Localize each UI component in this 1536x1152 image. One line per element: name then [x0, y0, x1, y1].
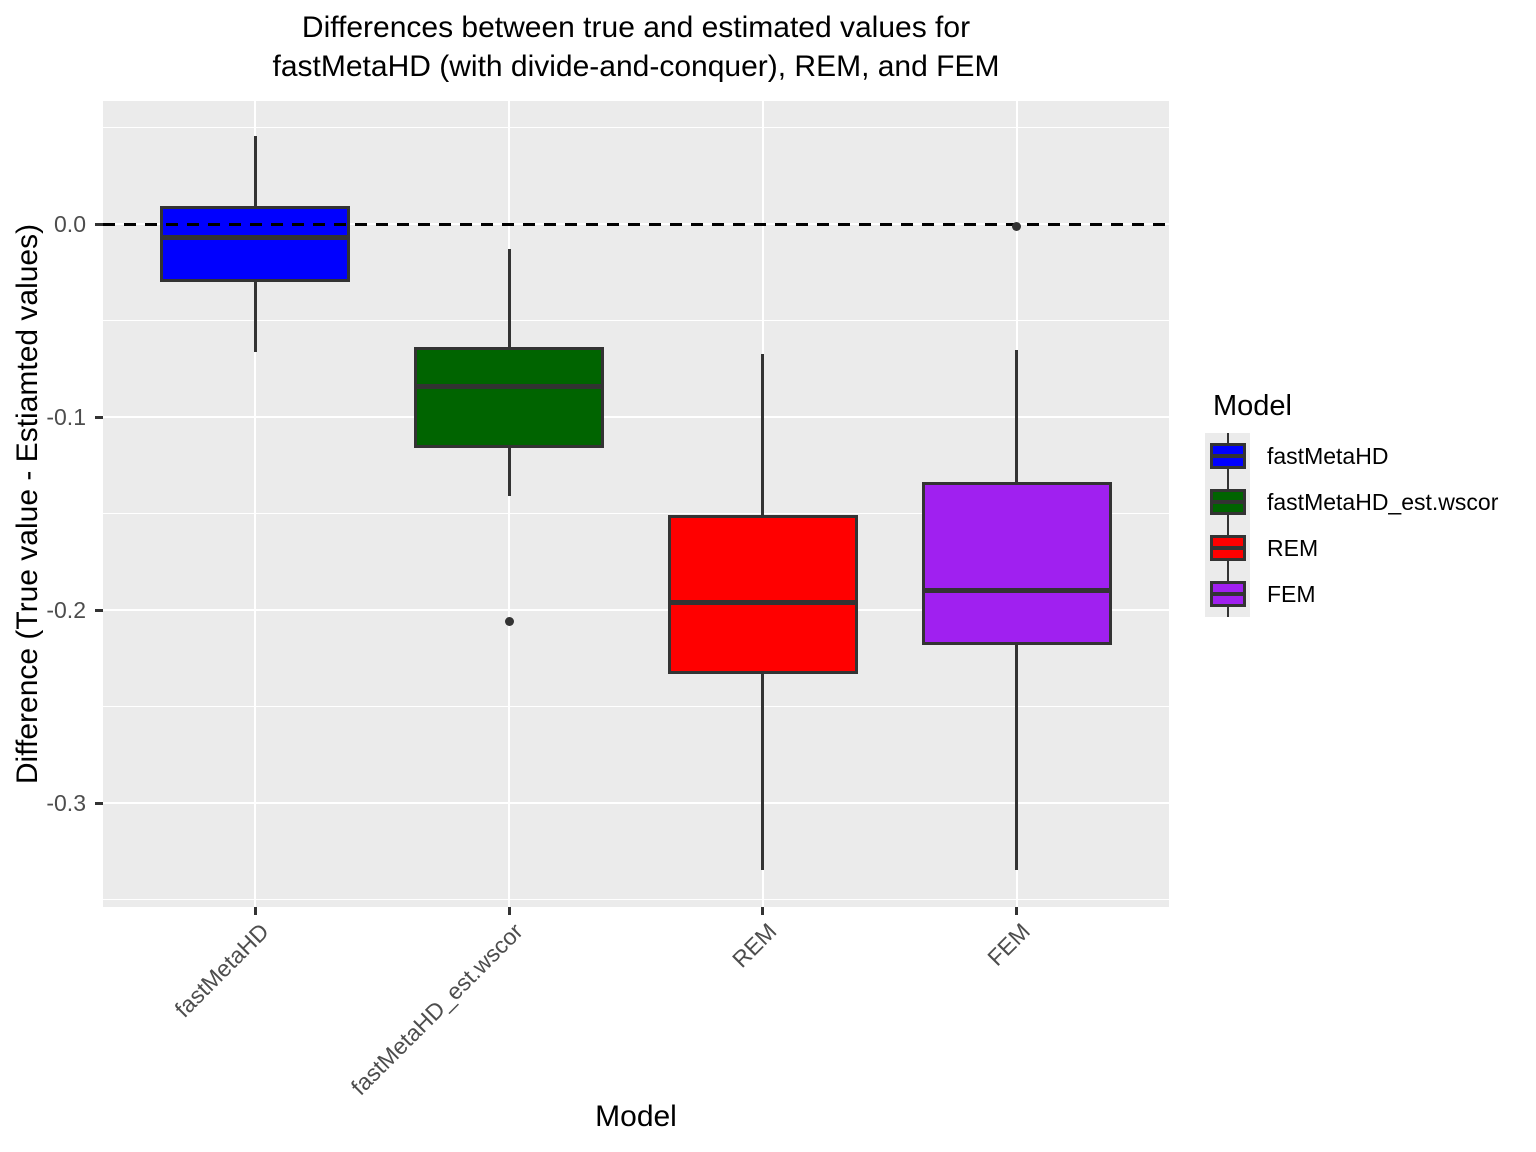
gridline-major [103, 609, 1169, 612]
median-FEM [924, 588, 1109, 594]
gridline-major [103, 416, 1169, 419]
legend-label: fastMetaHD_est.wscor [1267, 488, 1499, 515]
legend-key-median-icon [1212, 500, 1243, 504]
plot-panel [103, 101, 1169, 907]
plot-title: Differences between true and estimated v… [103, 8, 1169, 86]
y-tick-mark [95, 223, 103, 227]
box-fastMetaHD [160, 206, 351, 283]
legend-row-fastMetaHD: fastMetaHD [1205, 433, 1535, 479]
gridline-minor [103, 513, 1169, 515]
x-tick-label: FEM [982, 918, 1036, 971]
median-fastMetaHD [163, 235, 348, 241]
legend-key-median-icon [1212, 546, 1243, 550]
x-axis-title: Model [595, 1100, 677, 1133]
median-fastMetaHD_est.wscor [417, 383, 602, 389]
median-REM [670, 599, 855, 605]
y-tick-label: -0.1 [46, 404, 86, 431]
y-tick-mark [95, 416, 103, 420]
legend-key-box-icon [1209, 489, 1246, 515]
legend-key-fastMetaHD [1205, 433, 1250, 479]
legend-key-box-icon [1209, 581, 1246, 607]
x-tick-mark [253, 907, 257, 915]
x-tick-mark [507, 907, 511, 915]
legend-key-box-icon [1209, 535, 1246, 561]
legend-label: fastMetaHD [1267, 442, 1389, 469]
plot-title-line2: fastMetaHD (with divide-and-conquer), RE… [272, 50, 1000, 83]
legend-row-REM: REM [1205, 525, 1535, 571]
x-tick-mark [1015, 907, 1019, 915]
gridline-minor [103, 127, 1169, 129]
legend-key-box-icon [1209, 443, 1246, 469]
gridline-minor [103, 898, 1169, 900]
plot-title-line1: Differences between true and estimated v… [301, 11, 971, 44]
box-FEM [921, 481, 1112, 645]
x-tick-label: fastMetaHD [169, 918, 274, 1023]
y-tick-mark [95, 801, 103, 805]
box-fastMetaHD_est.wscor [414, 346, 605, 449]
legend-key-fastMetaHD_est.wscor [1205, 479, 1250, 525]
gridline-vertical [508, 101, 511, 907]
gridline-minor [103, 320, 1169, 322]
y-tick-label: -0.3 [46, 789, 86, 816]
gridline-vertical [254, 101, 257, 907]
legend-key-REM [1205, 525, 1250, 571]
legend: Model fastMetaHD fastMetaHD_est.wscor REM F… [1205, 388, 1535, 617]
legend-row-FEM: FEM [1205, 571, 1535, 617]
y-tick-label: 0.0 [54, 211, 86, 238]
legend-title: Model [1213, 390, 1292, 422]
y-axis-title: Difference (True value - Estiamted value… [11, 223, 44, 785]
legend-key-median-icon [1212, 454, 1243, 458]
box-REM [667, 514, 858, 674]
x-tick-mark [761, 907, 765, 915]
outlier-point-fastMetaHD_est.wscor [504, 617, 514, 627]
x-tick-label: fastMetaHD_est.wscor [345, 918, 528, 1100]
x-tick-label: REM [726, 918, 782, 973]
zero-reference-line [103, 222, 1169, 226]
legend-entries: fastMetaHD fastMetaHD_est.wscor REM FEM [1205, 433, 1535, 617]
y-tick-label: -0.2 [46, 597, 86, 624]
legend-row-fastMetaHD_est.wscor: fastMetaHD_est.wscor [1205, 479, 1535, 525]
outlier-point-FEM [1012, 221, 1022, 231]
legend-key-median-icon [1212, 592, 1243, 596]
legend-label: REM [1267, 534, 1319, 561]
gridline-major [103, 801, 1169, 804]
y-tick-mark [95, 609, 103, 613]
legend-key-FEM [1205, 571, 1250, 617]
legend-label: FEM [1267, 580, 1316, 607]
gridline-minor [103, 705, 1169, 707]
